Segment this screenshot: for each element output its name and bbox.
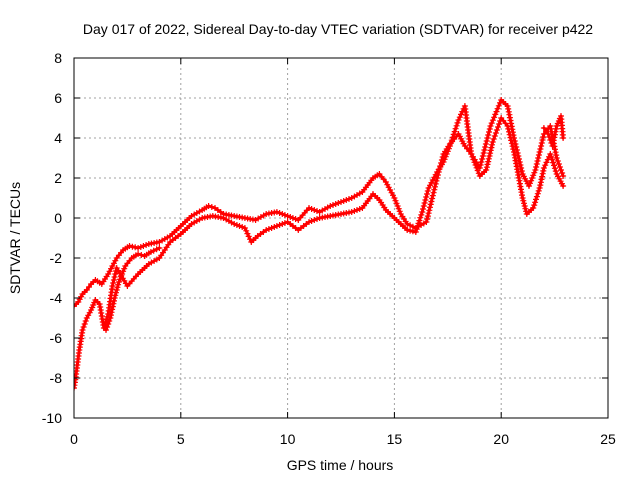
y-tick-label: -8 [50,370,63,386]
series-track-2 [74,103,567,391]
y-axis-title: SDTVAR / TECUs [7,182,23,294]
x-axis-title: GPS time / hours [287,457,394,473]
axis-ticks: 0 5 10 15 20 25 -10 -8 -6 -4 -2 0 2 4 6 8 [42,50,616,447]
y-tick-label: -10 [42,410,62,426]
x-tick-label: 25 [600,431,616,447]
gridlines [74,58,608,418]
y-tick-label: 6 [54,90,62,106]
series-track-3 [103,245,163,333]
y-tick-label: -4 [50,290,63,306]
series-markers [540,113,567,149]
series-track-4 [540,113,567,149]
y-tick-label: 0 [54,210,62,226]
y-tick-label: 4 [54,130,62,146]
y-tick-label: -2 [50,250,63,266]
chart-title: Day 017 of 2022, Sidereal Day-to-day VTE… [83,21,593,37]
y-tick-label: 8 [54,50,62,66]
series-markers [74,103,567,391]
y-tick-label: 2 [54,170,62,186]
x-tick-label: 15 [387,431,403,447]
x-tick-label: 0 [70,431,78,447]
series-markers [103,245,163,333]
plot-area-frame [73,57,609,419]
data-series [74,97,567,391]
x-tick-label: 20 [493,431,509,447]
y-tick-label: -6 [50,330,63,346]
x-tick-label: 10 [280,431,296,447]
x-tick-label: 5 [177,431,185,447]
